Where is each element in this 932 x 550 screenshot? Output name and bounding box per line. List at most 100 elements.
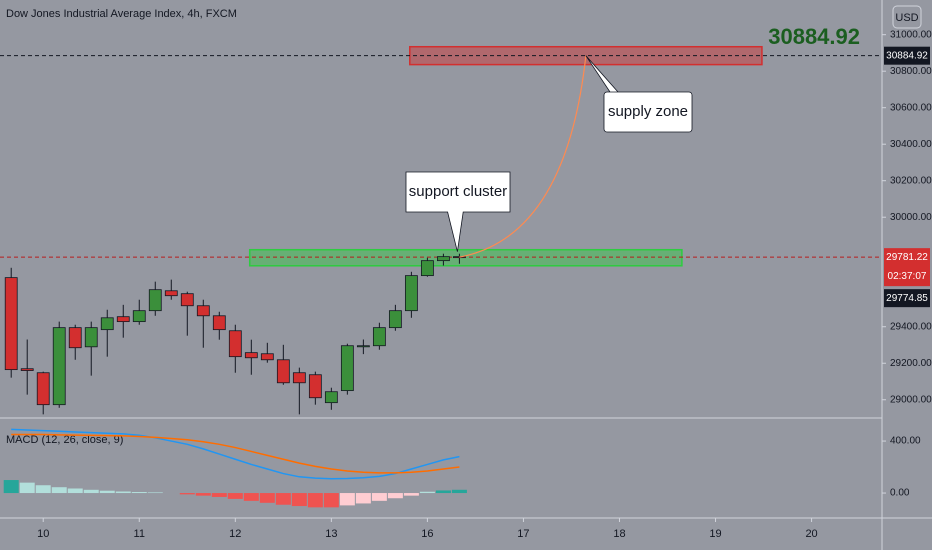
candle-body: [20, 368, 34, 371]
candle-body: [388, 310, 402, 329]
macd-histogram-bar: [291, 493, 307, 507]
macd-label: MACD (12, 26, close, 9): [6, 434, 123, 446]
macd-histogram-bar: [99, 490, 115, 494]
candle-body: [324, 391, 338, 404]
macd-histogram-bar: [195, 493, 211, 496]
projection-curve: [459, 55, 587, 258]
countdown: 02:37:07: [888, 271, 927, 282]
candle-body: [244, 352, 258, 359]
candle-body: [437, 256, 450, 262]
y-tick-label: 30600.00: [890, 102, 932, 113]
x-tick-label: 18: [613, 528, 625, 540]
y-tick-label: 30200.00: [890, 175, 932, 186]
macd-histogram-bar: [259, 493, 275, 503]
signal-line: [11, 433, 460, 474]
macd-histogram-bar: [179, 493, 195, 495]
macd-histogram-bar: [67, 488, 83, 494]
x-tick-label: 19: [709, 528, 721, 540]
last-price-tag: [884, 248, 930, 287]
candle-body: [4, 277, 18, 371]
macd-histogram-bar: [147, 492, 163, 494]
macd-line: [11, 428, 460, 480]
macd-histogram-bar: [51, 487, 67, 494]
macd-histogram-bar: [211, 493, 227, 497]
supply-pointer: [585, 55, 619, 93]
macd-histogram-bar: [3, 480, 19, 494]
macd-y-tick-label: 0.00: [890, 488, 910, 499]
candle-body: [276, 359, 290, 384]
macd-histogram-bar: [323, 493, 339, 508]
macd-histogram-bar: [243, 493, 259, 501]
candle-body: [164, 290, 178, 297]
macd-histogram-bar: [227, 493, 243, 499]
macd-histogram-bar: [83, 489, 99, 494]
support-cluster-zone: [248, 248, 683, 267]
bid-price-label: 29774.85: [886, 293, 928, 304]
macd-histogram-bar: [307, 493, 323, 508]
y-tick-label: 31000.00: [890, 29, 932, 40]
candle-body: [132, 310, 146, 323]
macd-histogram-bar: [419, 491, 435, 494]
candle-body: [372, 327, 386, 347]
supply-zone-label: supply zone: [608, 103, 688, 120]
y-tick-label: 30400.00: [890, 139, 932, 150]
y-tick-label: 29200.00: [890, 358, 932, 369]
supply-zone-box: [603, 91, 693, 133]
target-price-big: 30884.92: [768, 24, 860, 49]
candle-body: [100, 317, 114, 331]
candle-body: [196, 305, 210, 317]
macd-histogram-bar: [339, 493, 355, 506]
candle-body: [260, 353, 274, 361]
x-tick-label: 13: [325, 528, 337, 540]
x-tick-label: 20: [805, 528, 817, 540]
candle-body: [404, 275, 418, 312]
macd-histogram-bar: [115, 491, 131, 494]
candle-body: [84, 327, 98, 348]
x-tick-label: 10: [37, 528, 49, 540]
candle-body: [420, 260, 434, 277]
y-tick-label: 30800.00: [890, 66, 932, 77]
candle-body: [68, 327, 82, 349]
x-tick-label: 12: [229, 528, 241, 540]
chart-title: Dow Jones Industrial Average Index, 4h, …: [6, 8, 237, 20]
macd-histogram-bar: [451, 489, 467, 494]
target-price-tag: [884, 46, 930, 65]
macd-histogram-bar: [35, 485, 51, 494]
y-tick-label: 29000.00: [890, 394, 932, 405]
candle-body: [308, 374, 322, 399]
macd-histogram-bar: [387, 493, 403, 499]
candle-body: [356, 345, 370, 348]
macd-histogram-bar: [19, 482, 35, 494]
candle-body: [292, 372, 306, 384]
macd-y-tick-label: 400.00: [890, 436, 921, 447]
x-tick-label: 17: [517, 528, 529, 540]
y-tick-label: 29400.00: [890, 321, 932, 332]
macd-histogram-bar: [435, 490, 451, 494]
bid-price-tag: [884, 289, 930, 308]
candle-body: [212, 315, 226, 331]
candle-body: [180, 293, 194, 307]
support-cluster-box: [405, 171, 511, 252]
macd-histogram-bar: [275, 493, 291, 505]
marks: [0, 45, 882, 415]
target-price-label: 30884.92: [886, 50, 928, 61]
candle-body: [148, 289, 162, 312]
candle-body: [36, 372, 50, 406]
x-tick-label: 11: [134, 528, 145, 540]
x-tick-label: 16: [421, 528, 433, 540]
currency[interactable]: USD: [895, 12, 918, 24]
last-price-label: 29781.22: [886, 252, 928, 263]
candle-body: [340, 345, 354, 392]
macd-histogram-bar: [355, 493, 371, 504]
candle-body: [52, 327, 66, 406]
currency-button[interactable]: [892, 5, 922, 29]
candle-body: [116, 316, 130, 323]
y-tick-label: 30000.00: [890, 212, 932, 223]
macd-histogram-bar: [371, 493, 387, 501]
macd-histogram-bar: [403, 493, 419, 496]
support-cluster-label: support cluster: [409, 183, 507, 200]
candle-body: [228, 330, 242, 358]
macd-histogram-bar: [131, 492, 147, 494]
